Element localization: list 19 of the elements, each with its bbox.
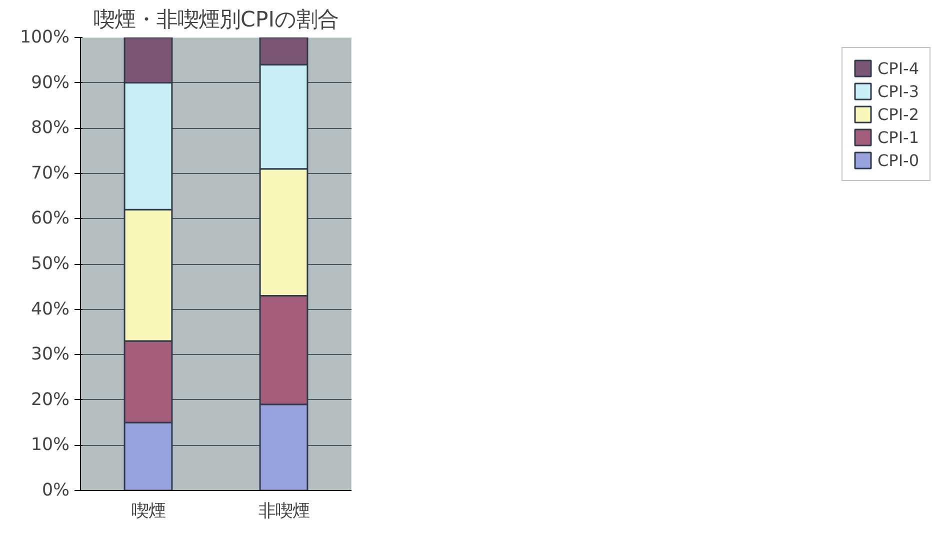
y-tick-label: 40% — [30, 299, 70, 320]
legend-label: CPI-2 — [878, 104, 919, 124]
y-tick-label: 90% — [30, 72, 70, 93]
y-tick-label: 50% — [30, 254, 70, 274]
x-tick-label: 喫煙 — [131, 502, 166, 522]
y-tick-label: 20% — [30, 390, 70, 410]
y-tick-label: 60% — [30, 208, 70, 229]
legend-label: CPI-1 — [878, 128, 919, 146]
legend-label: CPI-3 — [878, 82, 919, 100]
legend-label: CPI-0 — [878, 150, 919, 170]
y-tick-label: 70% — [30, 163, 70, 184]
chart-title: 喫煙・非喫煙別CPIの割合 — [93, 8, 339, 32]
y-tick-label: 80% — [30, 118, 70, 138]
y-tick-label: 10% — [30, 435, 70, 456]
y-tick-label: 0% — [42, 480, 70, 500]
x-tick-label: 非喫煙 — [258, 502, 310, 522]
y-tick-label: 30% — [30, 344, 70, 365]
y-tick-label: 100% — [20, 28, 70, 48]
legend-label: CPI-4 — [878, 58, 919, 78]
